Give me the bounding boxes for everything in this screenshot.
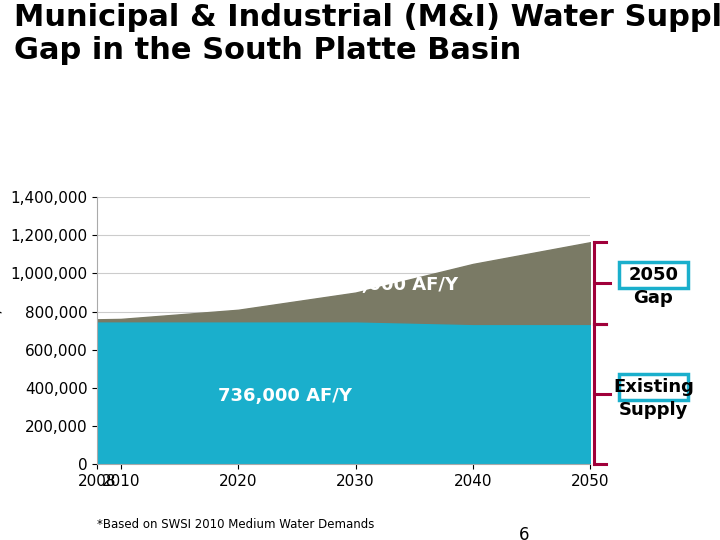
Text: Existing: Existing	[613, 377, 694, 396]
Text: Supply: Supply	[618, 401, 688, 420]
Text: 2050: 2050	[629, 266, 678, 285]
Text: 6: 6	[518, 526, 529, 540]
Text: 428,000 AF/Y: 428,000 AF/Y	[324, 276, 458, 294]
Text: Gap: Gap	[634, 289, 673, 307]
Text: *Based on SWSI 2010 Medium Water Demands: *Based on SWSI 2010 Medium Water Demands	[97, 518, 374, 531]
Text: Municipal & Industrial (M&I) Water Supply
Gap in the South Platte Basin: Municipal & Industrial (M&I) Water Suppl…	[14, 3, 720, 65]
Text: 736,000 AF/Y: 736,000 AF/Y	[218, 387, 352, 404]
Y-axis label: Acre-Feet/Year: Acre-Feet/Year	[0, 271, 5, 390]
